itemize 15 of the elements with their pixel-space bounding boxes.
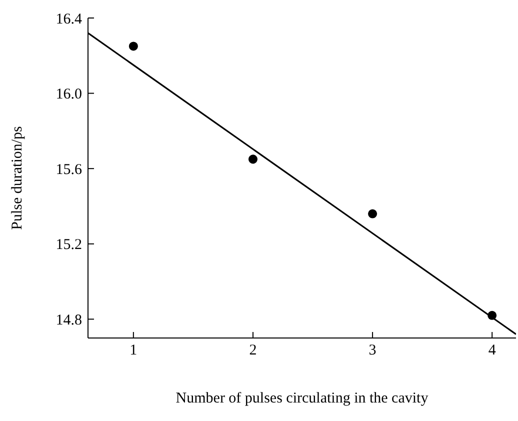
- y-tick-label: 16.0: [56, 86, 82, 103]
- y-tick-label: 14.8: [56, 312, 82, 328]
- point: [368, 209, 378, 218]
- point: [488, 310, 497, 320]
- y-tick-label: 16.4: [56, 11, 82, 28]
- x-tick-label: 2: [249, 342, 257, 359]
- y-tick-label: 15.2: [56, 237, 82, 254]
- y-tick-label: 15.6: [56, 162, 82, 178]
- point: [128, 42, 138, 51]
- x-tick-label: 4: [488, 342, 496, 359]
- x-tick-label: 3: [368, 342, 376, 359]
- x-axis-title: Number of pulses circulating in the cavity: [176, 390, 429, 407]
- x-tick-label: 1: [130, 342, 138, 359]
- point: [248, 154, 258, 164]
- y-axis-title: Pulse duration/ps: [9, 126, 26, 230]
